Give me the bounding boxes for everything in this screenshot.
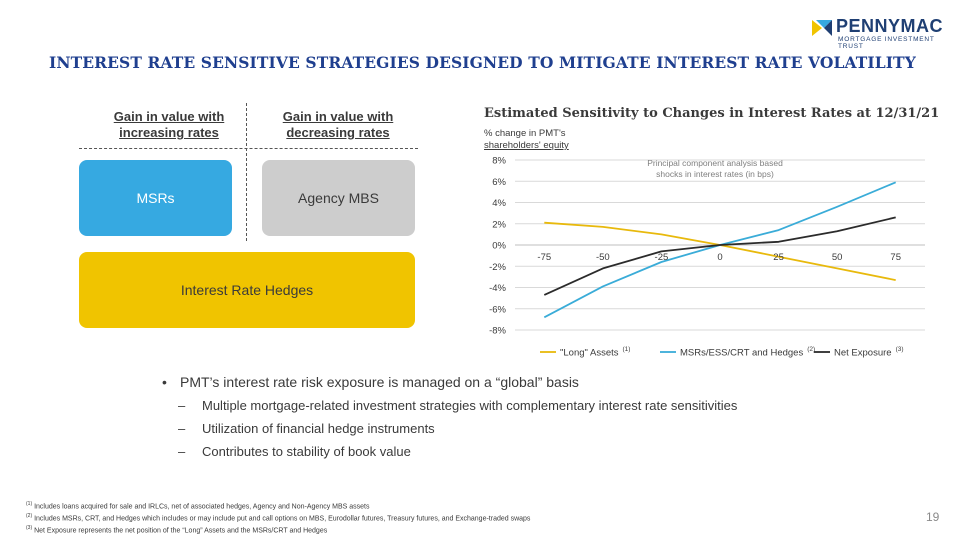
- chart-title: Estimated Sensitivity to Changes in Inte…: [484, 106, 940, 121]
- x-tick-label: 25: [773, 252, 784, 263]
- y-tick-label: 6%: [492, 177, 506, 188]
- footnote-2-mark: (2): [26, 512, 33, 519]
- x-tick-label: -50: [596, 252, 610, 263]
- x-tick-label: 75: [890, 252, 901, 263]
- pennymac-logo-icon: [812, 20, 832, 36]
- footnote-2: (2) Includes MSRs, CRT, and Hedges which…: [26, 512, 530, 524]
- y-tick-label: 0%: [492, 241, 506, 252]
- pennymac-logo: PENNYMAC MORTGAGE INVESTMENT TRUST: [812, 16, 952, 50]
- y-tick-label: 8%: [492, 156, 506, 167]
- footnote-1-mark: (1): [26, 501, 33, 507]
- agency-mbs-box: Agency MBS: [262, 160, 415, 236]
- y-tick-label: 4%: [492, 198, 506, 209]
- page-title: INTEREST RATE SENSITIVE STRATEGIES DESIG…: [49, 53, 916, 72]
- y-axis-label-line2: shareholders' equity: [484, 140, 569, 151]
- footnote-1: (1) Includes loans acquired for sale and…: [26, 500, 530, 512]
- x-tick-label: -75: [537, 252, 551, 263]
- msrs-label: MSRs: [136, 190, 175, 206]
- y-tick-label: -2%: [489, 262, 506, 273]
- msrs-box: MSRs: [79, 160, 232, 236]
- legend-footnote-mark: (2): [807, 346, 815, 353]
- sensitivity-line-chart: 8% 6% 4% 2% 0% -2% -4% -6% -8% Principal componen…: [489, 156, 925, 359]
- horizontal-divider: [79, 148, 418, 149]
- footnotes: (1) Includes loans acquired for sale and…: [26, 500, 530, 535]
- interest-rate-hedges-label: Interest Rate Hedges: [180, 282, 314, 298]
- footnote-3-text: Net Exposure represents the net position…: [34, 526, 328, 534]
- y-tick-label: -8%: [489, 326, 506, 337]
- legend-label: Net Exposure: [834, 348, 892, 359]
- vertical-divider: [246, 103, 247, 241]
- bullet-sub-3: Contributes to stability of book value: [162, 444, 862, 459]
- y-tick-label: 2%: [492, 219, 506, 230]
- x-tick-label: -25: [655, 252, 669, 263]
- chart-annotation-line2: shocks in interest rates (in bps): [656, 169, 774, 179]
- x-tick-label: 50: [832, 252, 843, 263]
- chart-annotation-line1: Principal component analysis based: [647, 158, 783, 168]
- increasing-rates-header: Gain in value with increasing rates: [113, 109, 225, 140]
- decreasing-rates-header: Gain in value with decreasing rates: [282, 109, 394, 140]
- bullet-main: PMT’s interest rate risk exposure is man…: [162, 374, 862, 390]
- legend-label: MSRs/ESS/CRT and Hedges: [680, 348, 803, 359]
- y-tick-label: -4%: [489, 283, 506, 294]
- footnote-1-text: Includes loans acquired for sale and IRL…: [34, 503, 370, 511]
- legend-footnote-mark: (3): [896, 346, 904, 353]
- interest-rate-hedges-box: Interest Rate Hedges: [79, 252, 415, 328]
- x-tick-label: 0: [717, 252, 722, 263]
- bullet-sub-2: Utilization of financial hedge instrumen…: [162, 421, 862, 436]
- logo-name: PENNYMAC: [836, 16, 944, 36]
- bullet-list: PMT’s interest rate risk exposure is man…: [162, 374, 862, 467]
- series-line: [543, 216, 896, 296]
- legend-label: "Long" Assets: [560, 348, 619, 359]
- page-number: 19: [926, 510, 940, 524]
- y-axis-label: % change in PMT's shareholders' equity: [484, 128, 569, 152]
- footnote-3: (3) Net Exposure represents the net posi…: [26, 524, 530, 536]
- legend-footnote-mark: (1): [623, 346, 631, 353]
- y-tick-label: -6%: [489, 304, 506, 315]
- logo-subtitle: MORTGAGE INVESTMENT TRUST: [838, 36, 935, 50]
- footnote-3-mark: (3): [26, 524, 33, 531]
- bullet-sub-1: Multiple mortgage-related investment str…: [162, 398, 862, 413]
- footnote-2-text: Includes MSRs, CRT, and Hedges which inc…: [34, 515, 531, 523]
- y-axis-label-line1: % change in PMT's: [484, 128, 566, 139]
- agency-mbs-label: Agency MBS: [298, 190, 379, 206]
